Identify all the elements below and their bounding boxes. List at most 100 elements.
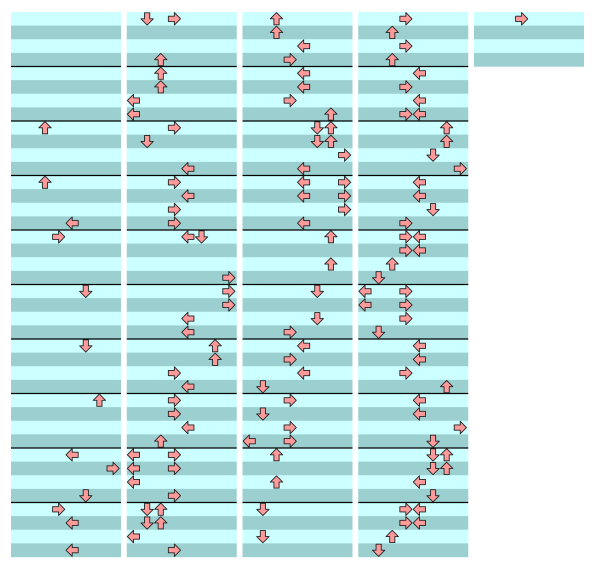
arrow-note	[426, 461, 440, 476]
arrow-note	[412, 393, 426, 407]
arrow-note	[412, 175, 426, 189]
row-stripe	[242, 529, 353, 544]
arrow-note	[167, 461, 182, 476]
row-stripe	[358, 52, 469, 67]
row-stripe	[11, 434, 121, 449]
row-stripe	[358, 161, 469, 176]
row-stripe	[126, 148, 237, 163]
arrow-note	[269, 448, 284, 462]
row-stripe	[358, 461, 469, 476]
arrow-note	[399, 216, 413, 230]
arrow-note	[181, 325, 195, 339]
arrow-note	[453, 420, 467, 435]
arrow-note	[181, 230, 195, 244]
row-stripe	[11, 502, 121, 517]
row-stripe	[242, 448, 353, 462]
arrow-note	[338, 202, 352, 217]
row-stripe	[242, 502, 353, 517]
arrow-note	[256, 530, 270, 544]
arrow-note	[167, 448, 182, 462]
arrow-note	[154, 502, 168, 516]
row-stripe	[242, 202, 353, 217]
arrow-note	[126, 107, 141, 121]
arrow-note	[399, 39, 413, 53]
row-stripe	[358, 488, 469, 503]
arrow-note	[399, 107, 413, 121]
row-stripe	[11, 93, 121, 108]
row-stripe	[358, 298, 469, 312]
row-stripe	[358, 284, 469, 299]
row-stripe	[11, 107, 121, 122]
arrow-note	[399, 80, 413, 94]
arrow-note	[515, 12, 529, 26]
row-stripe	[358, 420, 469, 435]
row-stripe	[474, 52, 584, 67]
arrow-note	[283, 352, 297, 367]
row-stripe	[11, 66, 121, 81]
arrow-note	[297, 80, 311, 94]
arrow-note	[412, 230, 426, 244]
arrow-note	[52, 502, 66, 516]
row-stripe	[474, 25, 584, 40]
arrow-note	[439, 121, 454, 135]
arrow-note	[399, 12, 413, 26]
row-stripe	[11, 325, 121, 340]
row-stripe	[242, 352, 353, 367]
row-stripe	[242, 257, 353, 272]
arrow-note	[126, 93, 141, 108]
arrow-note	[324, 257, 338, 271]
arrow-note	[92, 393, 107, 407]
row-stripe	[11, 257, 121, 272]
arrow-note	[154, 516, 168, 530]
row-stripe	[126, 407, 237, 421]
row-stripe	[358, 257, 469, 272]
row-stripe	[126, 270, 237, 285]
row-stripe	[11, 488, 121, 503]
panel	[242, 12, 353, 558]
row-stripe	[242, 134, 353, 149]
arrow-note	[310, 312, 324, 326]
row-stripe	[242, 311, 353, 326]
arrow-note	[338, 189, 352, 203]
arrow-note	[385, 257, 399, 271]
arrow-note	[399, 516, 413, 530]
row-stripe	[242, 298, 353, 312]
arrow-note	[439, 461, 454, 475]
row-stripe	[242, 407, 353, 421]
arrow-note	[283, 93, 297, 108]
row-stripe	[11, 39, 121, 54]
arrow-note	[399, 502, 413, 516]
arrow-note	[412, 243, 426, 258]
arrow-note	[222, 298, 236, 312]
arrow-note	[167, 175, 182, 189]
row-stripe	[126, 25, 237, 40]
row-stripe	[11, 352, 121, 367]
arrow-note	[297, 66, 311, 80]
arrow-note	[222, 284, 236, 298]
row-stripe	[474, 12, 584, 26]
arrow-note	[426, 434, 440, 448]
arrow-note	[181, 380, 195, 394]
arrow-note	[65, 516, 79, 530]
arrow-note	[399, 243, 413, 258]
arrow-note	[167, 393, 182, 407]
row-stripe	[11, 339, 121, 353]
row-stripe	[126, 529, 237, 544]
arrow-note	[126, 461, 141, 476]
arrow-note	[426, 489, 440, 503]
arrow-note	[310, 134, 324, 149]
row-stripe	[11, 52, 121, 67]
arrow-note	[412, 516, 426, 530]
row-stripe	[126, 134, 237, 149]
row-stripe	[11, 366, 121, 381]
row-stripe	[126, 502, 237, 517]
row-stripe	[126, 339, 237, 353]
arrow-note	[167, 12, 182, 26]
row-stripe	[242, 325, 353, 340]
row-stripe	[358, 25, 469, 40]
row-stripe	[242, 284, 353, 299]
arrow-note	[126, 448, 141, 462]
arrow-note	[140, 516, 154, 530]
arrow-note	[324, 121, 338, 135]
